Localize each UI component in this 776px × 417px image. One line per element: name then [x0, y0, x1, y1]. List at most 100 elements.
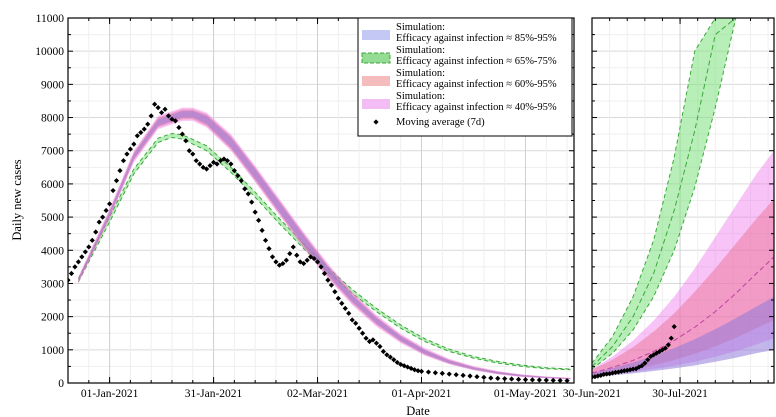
data-point [172, 118, 179, 124]
data-point [339, 300, 345, 306]
band-65-75-center-line [592, 18, 774, 367]
data-point [598, 372, 604, 378]
legend-entry: Simulation:Efficacy against infection ≈ … [362, 68, 557, 90]
data-point [349, 317, 355, 323]
data-point [68, 270, 75, 277]
data-point [636, 364, 642, 370]
data-point [328, 282, 334, 288]
legend-swatch [362, 76, 390, 86]
band-65-75 [592, 18, 774, 370]
data-point [301, 260, 307, 267]
data-point [668, 335, 674, 341]
data-point [502, 376, 508, 382]
data-point [82, 249, 88, 255]
data-point [269, 254, 276, 260]
data-point [252, 209, 258, 215]
data-point [110, 187, 116, 194]
data-point [321, 270, 328, 277]
data-point [648, 353, 654, 360]
data-point [342, 305, 348, 311]
data-point [460, 372, 466, 378]
data-point [117, 168, 123, 174]
data-point [304, 257, 310, 263]
data-point [89, 237, 95, 243]
data-point [509, 376, 515, 382]
data-point [467, 373, 473, 379]
data-point [308, 254, 314, 260]
data-point [529, 377, 536, 383]
y-tick-label: 8000 [41, 113, 64, 125]
data-point [645, 357, 651, 363]
data-point [665, 342, 671, 348]
data-point [612, 369, 619, 375]
data-point [193, 158, 199, 164]
data-point [366, 338, 373, 345]
data-point [418, 368, 425, 374]
data-point [398, 361, 404, 368]
plot-area [68, 101, 571, 383]
data-point [391, 357, 397, 363]
data-point [127, 146, 133, 152]
legend-marker [373, 119, 379, 125]
data-point [370, 337, 376, 343]
data-point [314, 259, 321, 265]
legend-entry: Simulation:Efficacy against infection ≈ … [361, 45, 557, 67]
data-point [297, 259, 303, 265]
data-point [630, 366, 636, 372]
x-tick-label: 30-Jul-2021 [652, 388, 708, 400]
data-point [363, 335, 369, 341]
legend-box [357, 17, 573, 137]
data-point [131, 141, 137, 147]
data-point [627, 367, 633, 373]
data-point [276, 262, 283, 268]
data-point [353, 320, 359, 326]
data-point [621, 368, 627, 374]
x-tick-label: 01-Apr-2021 [392, 388, 452, 400]
legend-label: Simulation: [396, 45, 445, 56]
data-point [148, 113, 154, 119]
data-point [488, 375, 494, 381]
data-point [604, 371, 610, 377]
x-axis-label: Date [406, 404, 430, 417]
x-tick-label: 31-Jan-2021 [185, 388, 243, 400]
data-point [86, 244, 92, 250]
data-point [432, 370, 438, 376]
data-point [155, 104, 161, 111]
data-point [592, 374, 598, 380]
data-point [384, 352, 390, 358]
data-point [515, 376, 522, 382]
y-tick-label: 1000 [41, 345, 64, 357]
data-point [169, 116, 175, 122]
data-point [373, 340, 380, 346]
data-point [642, 360, 648, 366]
data-point [231, 168, 237, 174]
data-point [536, 377, 542, 383]
data-point [290, 244, 296, 250]
x-tick-label: 30-Jun-2021 [563, 388, 621, 400]
data-point [238, 177, 244, 184]
legend-swatch [362, 99, 390, 109]
data-point [325, 277, 331, 283]
data-point [495, 375, 501, 381]
data-point [68, 277, 71, 283]
plot-area [592, 18, 774, 380]
data-point [165, 113, 172, 119]
data-point [79, 254, 85, 260]
data-point [72, 264, 78, 270]
inset-chart-panel: 30-Jun-2021 30-Jul-2021 [563, 17, 775, 400]
data-point [134, 133, 140, 139]
data-point [287, 250, 293, 257]
data-point [262, 237, 269, 243]
data-point [152, 101, 158, 107]
legend: Simulation: Efficacy against infection ≈ … [357, 17, 573, 137]
data-point [179, 131, 185, 137]
data-point [332, 289, 338, 295]
data-point [207, 163, 213, 169]
data-point [659, 347, 666, 353]
legend-label: Efficacy against infection ≈ 60%-95% [396, 79, 557, 90]
data-point [145, 121, 151, 127]
data-point [190, 151, 196, 157]
legend-label: Moving average (7d) [396, 117, 485, 128]
y-tick-label: 0 [58, 378, 64, 390]
